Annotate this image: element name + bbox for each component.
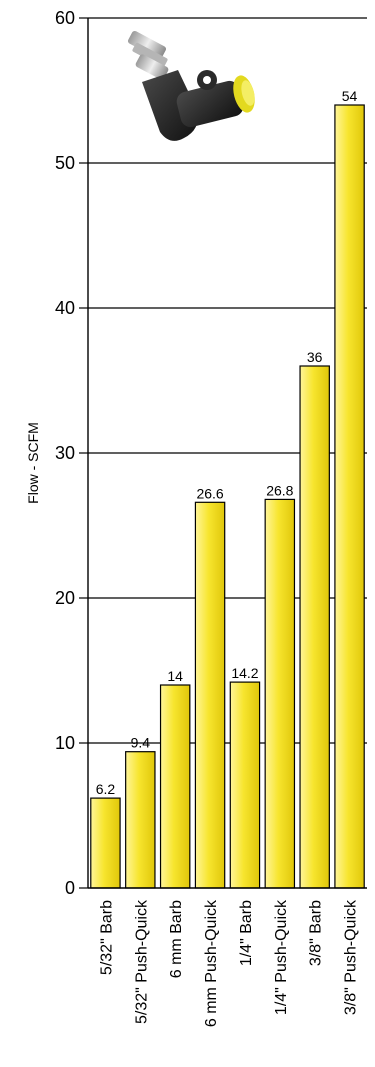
y-tick-label: 0 [65,878,75,898]
y-tick-label: 20 [55,588,75,608]
y-tick-label: 60 [55,8,75,28]
bar [159,684,191,889]
bar [229,681,261,889]
data-labels: 6.2 9.4 14 26.6 14.2 26.8 36 54 [96,88,358,797]
bar-data-label: 26.8 [266,482,293,498]
y-tick-label: 30 [55,443,75,463]
bar [299,365,330,889]
bars [90,104,365,889]
bar-data-label: 36 [307,349,323,365]
bar [334,104,365,889]
y-tick-labels: 0 10 20 30 40 50 60 [55,8,75,898]
x-tick-label: 5/32" Push-Quick [133,899,150,1024]
x-tick-labels: 5/32" Barb 5/32" Push-Quick 6 mm Barb 6 mm … [98,899,359,1027]
elbow-push-fitting-icon [127,30,255,141]
x-tick-label: 3/8" Push-Quick [343,899,360,1015]
bar-data-label: 14.2 [231,665,258,681]
x-tick-label: 1/4" Barb [238,900,255,966]
axes [79,17,367,889]
x-tick-label: 1/4" Push-Quick [273,899,290,1015]
x-tick-label: 3/8" Barb [308,900,325,966]
bar-data-label: 54 [342,88,358,104]
y-tick-label: 10 [55,733,75,753]
bar-data-label: 9.4 [131,735,151,751]
bar [90,797,121,889]
bar [125,751,156,889]
y-tick-label: 40 [55,298,75,318]
bar [264,498,296,889]
bar-data-label: 14 [167,668,183,684]
x-tick-label: 6 mm Barb [168,900,185,978]
x-tick-label: 6 mm Push-Quick [203,899,220,1027]
y-tick-label: 50 [55,153,75,173]
bar-data-label: 26.6 [196,485,223,501]
bar [194,501,226,889]
bar-data-label: 6.2 [96,781,116,797]
x-tick-label: 5/32" Barb [98,900,115,975]
y-axis-title: Flow - SCFM [25,422,41,504]
